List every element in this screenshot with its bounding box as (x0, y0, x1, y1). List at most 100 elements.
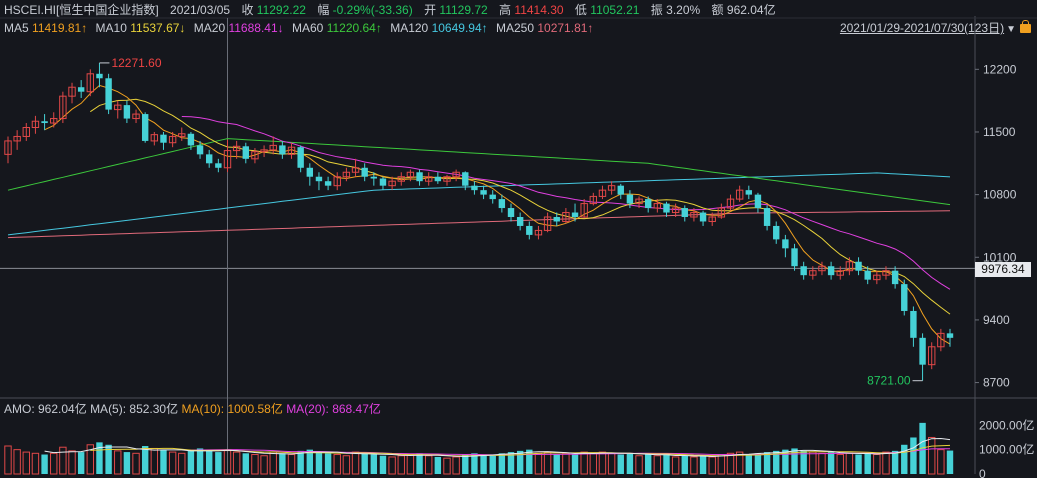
volume-bar-up (818, 452, 826, 475)
candle-body-down (123, 105, 131, 119)
change-value: -0.29%(-33.36) (332, 3, 413, 17)
candle-body-up (735, 189, 744, 200)
date-range-selector[interactable]: 2021/01/29-2021/07/30(123日) ▼ (839, 20, 1031, 37)
volume-bar-down (123, 452, 131, 474)
volume-bar-down (279, 453, 286, 474)
candle-body-down (379, 178, 387, 186)
volume-bar-down (526, 449, 533, 474)
volume-bar-down (919, 422, 926, 474)
ma250-label: MA250 (495, 21, 535, 35)
candle-body-up (13, 135, 21, 142)
volume-bar-down (434, 456, 442, 474)
candle-body-down (196, 145, 204, 155)
low-value: 11052.21 (590, 3, 640, 17)
volume-bar-up (342, 455, 351, 475)
date-range-text[interactable]: 2021/01/29-2021/07/30(123日) (839, 21, 1005, 35)
volume-bar-up (543, 451, 552, 475)
candle-body-up (580, 203, 588, 218)
volume-bar-up (882, 451, 890, 475)
high-label: 高 (499, 3, 512, 17)
volume-bar-down (160, 449, 167, 474)
candle-body-up (132, 113, 140, 120)
low-label: 低 (574, 3, 587, 17)
candle-body-down (773, 225, 780, 240)
quote-header: HSCEI.HI[恒生中国企业指数] 2021/03/05 收 11292.22… (4, 2, 776, 18)
lock-icon[interactable] (1020, 20, 1031, 33)
volume-bar-up (690, 456, 698, 475)
candle-body-up (59, 95, 67, 120)
volume-bar-down (324, 453, 332, 474)
y-tick-label: 10100 (983, 250, 1017, 264)
candle-body-up (260, 149, 268, 153)
candle-body-down (279, 145, 286, 155)
volume-bar-down (77, 452, 85, 474)
volume-bar-up (86, 444, 95, 475)
candle-body-down (571, 212, 579, 217)
volume-bar-up (452, 456, 460, 475)
volume-bar-down (891, 450, 899, 474)
dropdown-arrow-icon[interactable]: ▼ (1006, 24, 1016, 35)
candle-body-down (745, 190, 752, 195)
candle-body-up (50, 118, 58, 124)
volume-bar-down (471, 453, 478, 474)
volume-bar-up (351, 451, 360, 475)
candle-body-down (206, 154, 213, 164)
ma120-line (7, 172, 951, 236)
volume-ma20-line (181, 448, 950, 456)
ma20-line (181, 116, 951, 290)
max-price-label: 12271.60 (111, 56, 161, 70)
candle-body-down (901, 284, 908, 311)
volume-tick-label: 1000.00亿 (979, 442, 1034, 457)
volume-bar-down (910, 437, 917, 474)
candle-body-up (114, 104, 122, 111)
close-label: 收 (241, 3, 254, 17)
volume-bar-down (370, 454, 378, 474)
candle-body-down (315, 176, 323, 182)
volume-bar-down (242, 453, 249, 474)
volume-bar-up (928, 436, 936, 475)
y-tick-label: 10800 (983, 188, 1017, 202)
volume-bar-up (68, 450, 76, 475)
y-tick-label: 8700 (983, 376, 1010, 390)
min-price-label: 8721.00 (867, 374, 911, 388)
candle-body-down (242, 146, 249, 159)
volume-bar-up (114, 450, 122, 475)
candle-body-down (77, 87, 85, 92)
change-label: 幅 (317, 3, 330, 17)
candle-body-down (96, 73, 103, 79)
current-price-tag: 9976.34 (975, 262, 1031, 277)
volume-bar-up (809, 451, 817, 475)
candle-body-down (41, 121, 48, 124)
volume-bar-down (763, 452, 771, 474)
volume-tick-label: 0 (979, 467, 986, 478)
candle-body-down (507, 208, 515, 217)
candle-body-down (891, 270, 899, 285)
volume-bar-down (489, 455, 496, 474)
candle-body-up (635, 198, 643, 205)
candle-body-down (626, 194, 634, 204)
ma-legend: MA5 11419.81↑ MA10 11537.67↓ MA20 11688.… (4, 20, 593, 36)
candle-body-up (31, 120, 40, 129)
volume-bar-up (178, 452, 186, 475)
candle-body-up (4, 140, 12, 155)
candle-body-down (187, 133, 195, 146)
volume-bar-down (754, 453, 762, 474)
volume-bar-up (232, 451, 241, 475)
candle-body-up (836, 270, 844, 276)
candle-body-down (361, 167, 368, 177)
amplitude-value: 3.20% (666, 3, 701, 17)
volume-bar-down (498, 453, 506, 474)
volume-bar-down (773, 450, 780, 474)
candle-body-up (397, 176, 405, 182)
volume-bar-down (644, 454, 652, 474)
volume-bar-down (361, 453, 368, 474)
volume-bar-up (580, 451, 588, 475)
vol-ma20-value: MA(20): 868.47亿 (286, 402, 381, 416)
vol-ma5-value: MA(5): 852.30亿 (90, 402, 179, 416)
candle-body-down (489, 194, 496, 200)
amo-value: AMO: 962.04亿 (4, 402, 87, 416)
candle-body-down (754, 194, 762, 209)
volume-bar-down (507, 452, 515, 474)
candle-body-down (480, 190, 487, 195)
